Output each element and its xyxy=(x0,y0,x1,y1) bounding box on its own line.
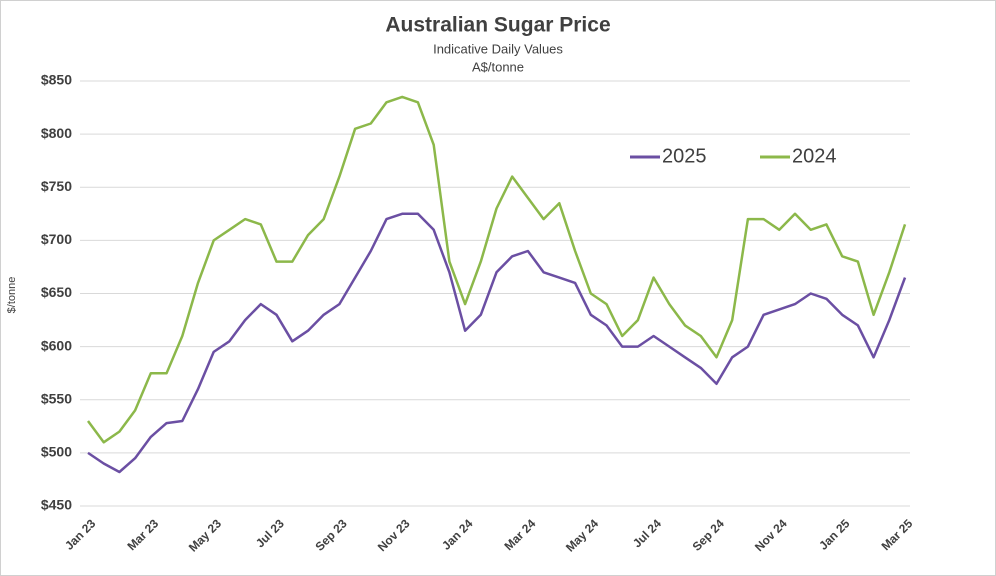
y-tick-label: $800 xyxy=(41,125,72,141)
series-line xyxy=(86,95,907,444)
legend-label: 2025 xyxy=(662,145,707,167)
y-tick-label: $600 xyxy=(41,337,72,353)
unit-label: A$/tonne xyxy=(472,59,524,74)
y-tick-label: $750 xyxy=(41,178,72,194)
y-tick-label: $700 xyxy=(41,231,72,247)
y-tick-label: $650 xyxy=(41,284,72,300)
series-line xyxy=(87,212,907,474)
chart-subtitle: Indicative Daily Values xyxy=(433,41,563,56)
y-tick-label: $450 xyxy=(41,497,72,513)
chart-title: Australian Sugar Price xyxy=(385,14,610,37)
y-tick-label: $850 xyxy=(41,72,72,88)
y-tick-label: $500 xyxy=(41,444,72,460)
legend-label: 2024 xyxy=(792,145,837,167)
y-axis-label: $/tonne xyxy=(6,277,18,314)
y-tick-label: $550 xyxy=(41,390,72,406)
